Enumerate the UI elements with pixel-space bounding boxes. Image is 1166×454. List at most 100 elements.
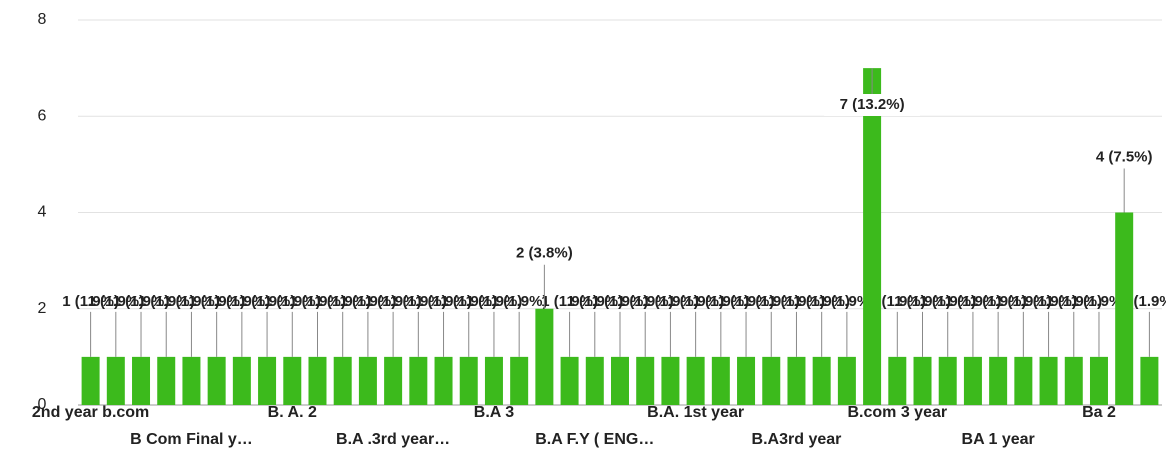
x-tick-label: B.com 3 year: [847, 404, 947, 421]
value-label: 1 (1.9%): [415, 293, 472, 310]
value-label: 1 (1.9%): [214, 293, 271, 310]
x-tick-label: B.A. 1st year: [647, 404, 744, 421]
value-label: 1 (1.9%): [491, 293, 548, 310]
value-label: 1 (1.9%): [592, 293, 649, 310]
bar: [989, 356, 1008, 405]
bar: [585, 356, 604, 405]
value-label-bg: [496, 242, 593, 265]
value-label: 1 (1.9%): [617, 293, 674, 310]
bar: [863, 68, 882, 405]
bar: [232, 356, 251, 405]
bar: [132, 356, 151, 405]
bar: [686, 356, 705, 405]
y-tick-label: 4: [38, 204, 47, 221]
bar: [384, 356, 403, 405]
value-label: 1 (1.9%): [768, 293, 825, 310]
bar: [258, 356, 277, 405]
x-tick-label: 2nd year b.com: [32, 404, 149, 421]
bar: [1064, 356, 1083, 405]
value-label: 1 (1.9%): [1020, 293, 1077, 310]
bar: [1089, 356, 1108, 405]
value-label: 1 (1.9%): [566, 293, 623, 310]
value-label-bg: [1076, 146, 1166, 169]
value-label: 1 (1.9%): [62, 293, 119, 310]
bar: [510, 356, 529, 405]
value-label: 1 (1.9%): [138, 293, 195, 310]
value-label: 1 (1.9%): [113, 293, 170, 310]
value-label: 1 (1.9%): [340, 293, 397, 310]
value-label: 1 (1.9%): [743, 293, 800, 310]
y-tick-label: 6: [38, 107, 47, 124]
bar: [484, 356, 503, 405]
bar: [787, 356, 806, 405]
value-label: 1 (1.9%): [541, 293, 598, 310]
bar: [1039, 356, 1058, 405]
bar: [283, 356, 302, 405]
x-tick-label: B.A 3: [474, 404, 514, 421]
value-label: 1 (1.9%): [1071, 293, 1128, 310]
bar: [636, 356, 655, 405]
bar: [333, 356, 352, 405]
value-label: 1 (1.9%): [995, 293, 1052, 310]
bar: [913, 356, 932, 405]
value-label: 1 (1.9%): [188, 293, 245, 310]
bar: [711, 356, 730, 405]
value-label: 1 (1.9%): [718, 293, 775, 310]
value-label: 1 (1.9%): [314, 293, 371, 310]
x-tick-label: Ba 2: [1082, 404, 1116, 421]
value-label: 4 (7.5%): [1096, 148, 1153, 165]
value-label: 7 (13.2%): [840, 96, 905, 113]
value-label: 1 (1.9%): [894, 293, 951, 310]
bar: [207, 356, 226, 405]
value-label: 1 (1.9%): [667, 293, 724, 310]
bar: [1115, 212, 1134, 405]
value-label: 1 (1.9%): [289, 293, 346, 310]
bar: [409, 356, 428, 405]
bar: [535, 308, 554, 405]
bar: [762, 356, 781, 405]
value-label: 1 (1.9%): [390, 293, 447, 310]
value-label: 1 (1.9%): [642, 293, 699, 310]
bar: [1140, 356, 1159, 405]
bar: [358, 356, 377, 405]
value-label: 1 (1.9%): [919, 293, 976, 310]
value-label: 1 (1.9%): [692, 293, 749, 310]
x-tick-label: B Com Final y…: [130, 431, 253, 448]
value-label: 1 (1.9%): [1045, 293, 1102, 310]
bar: [434, 356, 453, 405]
y-tick-label: 2: [38, 300, 47, 317]
value-label: 1 (1.9%): [163, 293, 220, 310]
y-tick-label: 0: [38, 396, 47, 413]
value-label: 1 (1.9%): [945, 293, 1002, 310]
x-tick-label: B.A3rd year: [752, 431, 842, 448]
bar: [106, 356, 125, 405]
bar: [81, 356, 100, 405]
x-tick-label: B.A .3rd year…: [336, 431, 450, 448]
value-label: 1 (1.9%): [264, 293, 321, 310]
bar: [182, 356, 201, 405]
bar: [963, 356, 982, 405]
value-label: 1 (1.9%): [793, 293, 850, 310]
bar: [157, 356, 176, 405]
value-label: 1 (1.9%): [970, 293, 1027, 310]
bar: [308, 356, 327, 405]
value-label: 2 (3.8%): [516, 245, 573, 262]
value-label-bg: [824, 94, 921, 116]
bar: [1014, 356, 1033, 405]
bar: [661, 356, 680, 405]
bar: [812, 356, 831, 405]
x-tick-label: B. A. 2: [268, 404, 317, 421]
bar: [888, 356, 907, 405]
value-label: 1 (1.9%): [869, 293, 926, 310]
y-tick-label: 8: [38, 11, 47, 28]
bar: [837, 356, 856, 405]
x-tick-label: B.A F.Y ( ENG…: [535, 431, 654, 448]
value-label: 1 (1.9%): [466, 293, 523, 310]
value-label: 1 (1.9%): [440, 293, 497, 310]
x-tick-label: BA 1 year: [962, 431, 1035, 448]
value-label: 1 (1.9%): [239, 293, 296, 310]
value-label: 1 (1.9%): [87, 293, 144, 310]
value-label: 1 (1.9%): [819, 293, 876, 310]
value-label: 1 (1.9%): [365, 293, 422, 310]
